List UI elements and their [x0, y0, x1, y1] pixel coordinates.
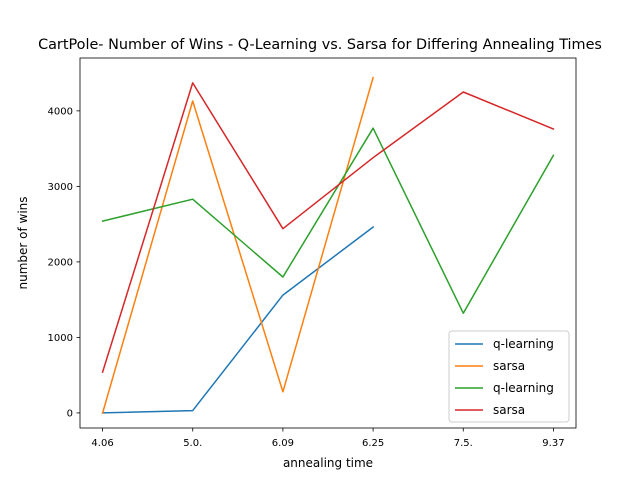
series-line-3 [101, 127, 555, 314]
x-tick-label: 6.09 [272, 438, 294, 449]
x-tick-label: 4.06 [91, 438, 113, 449]
x-axis-label: annealing time [283, 456, 373, 470]
series-line-4 [101, 82, 555, 374]
legend-label: sarsa [493, 403, 525, 417]
axis-ticks: 4.06 5.0. 6.09 6.25 7.5. 9.37 0 1000 2000 3000 400… [48, 106, 565, 449]
y-tick-label: 1000 [48, 333, 73, 344]
x-tick-label: 9.37 [542, 438, 564, 449]
y-axis-label: number of wins [16, 196, 30, 289]
legend-frame [448, 330, 570, 423]
y-tick-label: 4000 [48, 106, 73, 117]
y-tick-label: 0 [67, 408, 73, 419]
legend: q-learning sarsa q-learning sarsa [448, 330, 570, 423]
axes-frame [79, 57, 577, 429]
x-tick-label: 6.25 [362, 438, 384, 449]
series-line-2 [101, 76, 375, 414]
chart-title: CartPole- Number of Wins - Q-Learning vs… [38, 37, 602, 53]
legend-label: q-learning [493, 381, 554, 395]
series-line-1 [101, 226, 375, 414]
legend-label: sarsa [493, 359, 525, 373]
plot-area [101, 76, 555, 414]
y-tick-label: 2000 [48, 257, 73, 268]
x-tick-label: 5.0. [183, 438, 202, 449]
y-tick-label: 3000 [48, 182, 73, 193]
legend-label: q-learning [493, 337, 554, 351]
x-tick-label: 7.5. [454, 438, 473, 449]
